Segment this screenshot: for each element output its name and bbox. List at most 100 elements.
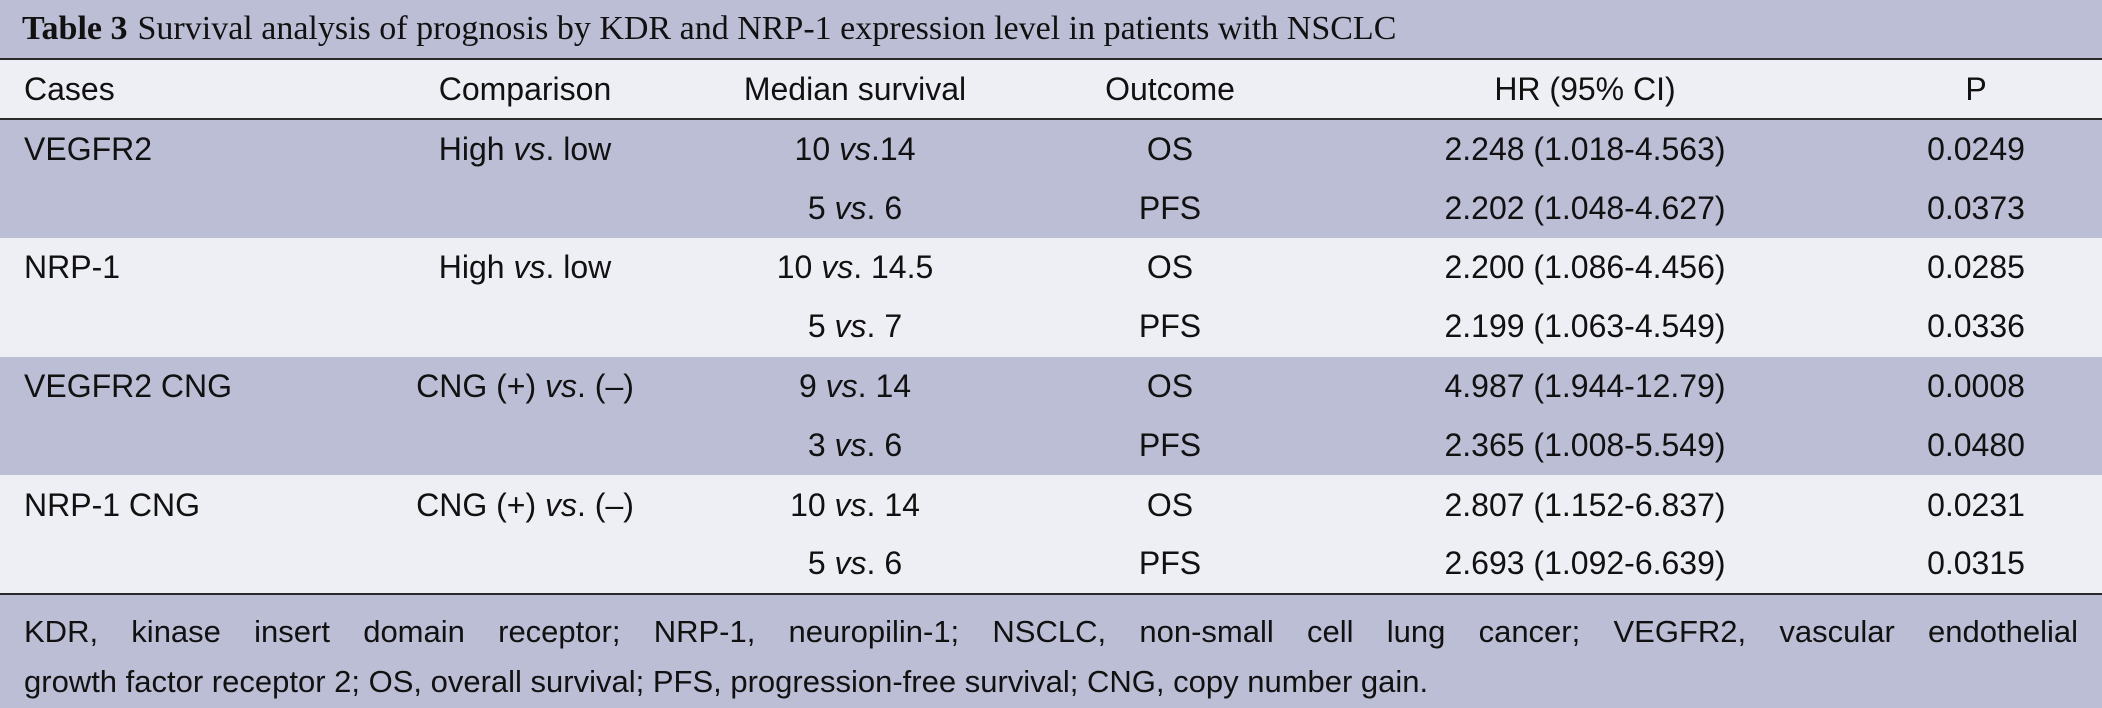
table-row: VEGFR2 CNG CNG (+) vs. (–) 9 vs. 14 OS 4.987… xyxy=(0,356,2102,416)
table-row: 3 vs. 6 PFS 2.365 (1.008-5.549) 0.0480 xyxy=(0,415,2102,476)
median-pre: 10 xyxy=(776,248,822,285)
cell-p: 0.0231 xyxy=(1927,486,2025,523)
comparison-vs: vs xyxy=(545,367,577,404)
cell-p: 0.0480 xyxy=(1927,427,2025,464)
cell-median-survival: 10 vs. 14 xyxy=(690,475,1020,534)
median-pre: 5 xyxy=(807,545,835,582)
cell-outcome: OS xyxy=(1146,367,1194,404)
header-comparison: Comparison xyxy=(360,58,690,120)
median-vs: vs xyxy=(834,486,867,523)
cell-p: 0.0008 xyxy=(1927,367,2025,404)
cell-hr: 2.807 (1.152-6.837) xyxy=(1444,486,1726,523)
table-row: NRP-1 High vs. low 10 vs. 14.5 OS 2.200 (1.0… xyxy=(0,237,2102,298)
comparison-post: . low xyxy=(545,130,612,167)
comparison-post: . (–) xyxy=(577,367,634,404)
cell-median-survival: 5 vs. 6 xyxy=(690,534,1020,596)
cell-median-survival: 5 vs. 7 xyxy=(690,297,1020,356)
cell-case xyxy=(0,178,360,237)
median-vs: vs xyxy=(834,308,867,345)
cell-median-survival: 10 vs.14 xyxy=(690,119,1020,178)
cell-comparison: High vs. low xyxy=(360,238,690,297)
table-caption: Table 3 Survival analysis of prognosis b… xyxy=(0,0,2102,58)
cell-comparison: CNG (+) vs. (–) xyxy=(360,357,690,416)
table-row: VEGFR2 High vs. low 10 vs.14 OS 2.248 (1.018… xyxy=(0,119,2102,179)
cell-comparison xyxy=(360,297,690,356)
table-caption-text: Survival analysis of prognosis by KDR an… xyxy=(137,10,1397,47)
header-p: P xyxy=(1850,58,2102,120)
cell-hr: 4.987 (1.944-12.79) xyxy=(1444,367,1726,404)
table-header-row: Cases Comparison Median survival Outcome… xyxy=(0,58,2102,120)
cell-p: 0.0315 xyxy=(1850,534,2102,596)
comparison-pre: High xyxy=(438,130,514,167)
cell-case: VEGFR2 xyxy=(24,130,153,167)
median-post: . 6 xyxy=(866,545,903,582)
footnote-line-2: growth factor receptor 2; OS, overall su… xyxy=(24,664,1429,700)
header-cases: Cases xyxy=(0,58,360,120)
comparison-pre: High xyxy=(438,248,514,285)
median-post: . 14 xyxy=(866,486,920,523)
median-post: . 14.5 xyxy=(853,248,934,285)
comparison-pre: CNG (+) xyxy=(416,367,545,404)
cell-outcome: PFS xyxy=(1138,427,1202,464)
footnote-line-1: KDR, kinase insert domain receptor; NRP-… xyxy=(24,614,2078,650)
median-vs: vs xyxy=(839,130,871,167)
cell-case xyxy=(0,416,360,475)
median-vs: vs xyxy=(834,545,867,582)
cell-comparison: CNG (+) vs. (–) xyxy=(360,475,690,534)
median-post: . 6 xyxy=(866,427,903,464)
median-post: .14 xyxy=(871,130,916,167)
cell-comparison xyxy=(360,178,690,237)
cell-hr: 2.199 (1.063-4.549) xyxy=(1444,308,1726,345)
cell-median-survival: 5 vs. 6 xyxy=(690,178,1020,237)
header-outcome: Outcome xyxy=(1020,58,1320,120)
median-pre: 10 xyxy=(790,486,835,523)
comparison-post: . low xyxy=(545,248,612,285)
cell-outcome: PFS xyxy=(1138,308,1202,345)
comparison-vs: vs xyxy=(545,486,577,523)
median-pre: 10 xyxy=(794,130,839,167)
cell-case: NRP-1 CNG xyxy=(24,486,201,523)
cell-p: 0.0285 xyxy=(1927,248,2025,285)
cell-median-survival: 10 vs. 14.5 xyxy=(690,238,1020,297)
comparison-vs: vs xyxy=(513,248,546,285)
cell-p: 0.0336 xyxy=(1927,308,2025,345)
cell-comparison xyxy=(360,416,690,475)
cell-case xyxy=(0,297,360,356)
cell-outcome: OS xyxy=(1146,486,1194,523)
cell-hr: 2.365 (1.008-5.549) xyxy=(1444,427,1726,464)
median-post: . 14 xyxy=(857,367,912,404)
median-vs: vs xyxy=(834,427,867,464)
cell-p: 0.0249 xyxy=(1927,130,2025,167)
header-median-survival: Median survival xyxy=(690,58,1020,120)
cell-comparison: High vs. low xyxy=(360,119,690,178)
median-vs: vs xyxy=(821,248,854,285)
table-row: NRP-1 CNG CNG (+) vs. (–) 10 vs. 14 OS 2.807… xyxy=(0,475,2102,535)
cell-comparison xyxy=(360,534,690,596)
cell-hr: 2.693 (1.092-6.639) xyxy=(1320,534,1850,596)
cell-outcome: OS xyxy=(1146,248,1194,285)
table-body: VEGFR2 High vs. low 10 vs.14 OS 2.248 (1.018… xyxy=(0,119,2102,596)
median-pre: 9 xyxy=(798,367,826,404)
table-row: 5 vs. 6 PFS 2.202 (1.048-4.627) 0.0373 xyxy=(0,178,2102,238)
comparison-pre: CNG (+) xyxy=(416,486,545,523)
median-pre: 5 xyxy=(807,308,835,345)
table-row: 5 vs. 6 PFS 2.693 (1.092-6.639) 0.0315 xyxy=(0,534,2102,596)
cell-hr: 2.248 (1.018-4.563) xyxy=(1444,130,1726,167)
cell-p: 0.0373 xyxy=(1927,189,2025,226)
median-vs: vs xyxy=(825,367,858,404)
table-caption-label: Table 3 xyxy=(22,10,128,47)
survival-table: Cases Comparison Median survival Outcome… xyxy=(0,58,2102,596)
cell-case: NRP-1 xyxy=(24,248,121,285)
header-hr: HR (95% CI) xyxy=(1320,58,1850,120)
cell-outcome: OS xyxy=(1146,130,1194,167)
comparison-post: . (–) xyxy=(577,486,634,523)
cell-outcome: PFS xyxy=(1138,189,1202,226)
comparison-vs: vs xyxy=(513,130,546,167)
median-post: . 7 xyxy=(866,308,903,345)
cell-median-survival: 9 vs. 14 xyxy=(690,357,1020,416)
table-row: 5 vs. 7 PFS 2.199 (1.063-4.549) 0.0336 xyxy=(0,297,2102,357)
median-vs: vs xyxy=(834,189,867,226)
cell-outcome: PFS xyxy=(1020,534,1320,596)
median-post: . 6 xyxy=(866,189,903,226)
